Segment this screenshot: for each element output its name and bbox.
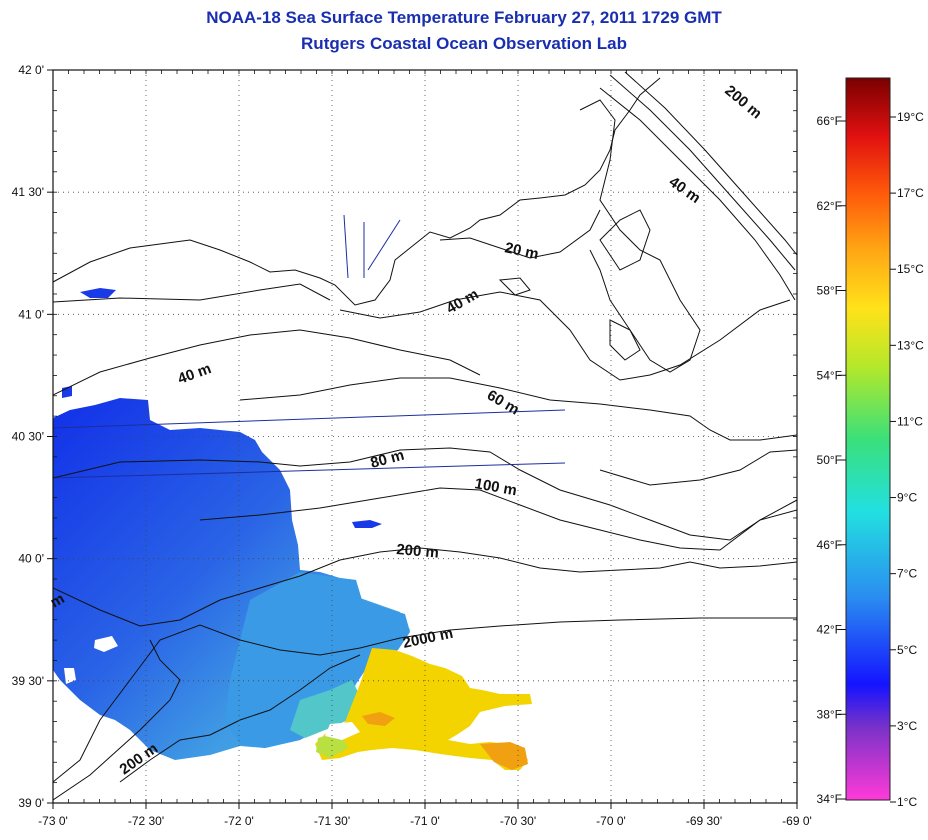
- colorbar-f-label: 46°F: [817, 538, 842, 552]
- map-title: NOAA-18 Sea Surface Temperature February…: [206, 8, 722, 27]
- colorbar-f-label: 42°F: [817, 623, 842, 637]
- contour-label: 40 m: [444, 286, 482, 318]
- colorbar-f-label: 62°F: [817, 199, 842, 213]
- latitude-label: 41 0': [18, 307, 44, 321]
- colorbar-c-label: 1°C: [897, 795, 917, 809]
- longitude-label: -70 30': [500, 814, 536, 828]
- latitude-label: 40 0': [18, 552, 44, 566]
- bathymetry-contours: [53, 71, 797, 801]
- longitude-label: -71 30': [314, 814, 350, 828]
- axis-labels: 42 0' 41 30' 41 0' 40 30' 40 0' 39 30' 39 0' -7…: [12, 63, 812, 828]
- sst-orange-patch: [480, 742, 528, 770]
- colorbar-c-label: 9°C: [897, 491, 917, 505]
- sst-mid-region: [225, 572, 410, 748]
- contour-label: 100 m: [473, 475, 518, 499]
- longitude-label: -73 0': [38, 814, 68, 828]
- colorbar-c-label: 5°C: [897, 643, 917, 657]
- contour-label: 200 m: [721, 82, 765, 122]
- sst-small-patch: [80, 288, 116, 298]
- colorbar-c-label: 11°C: [897, 414, 923, 428]
- colorbar-f-label: 66°F: [817, 114, 842, 128]
- longitude-label: -71 0': [410, 814, 440, 828]
- colorbar-c-label: 7°C: [897, 567, 917, 581]
- colorbar-gradient: [845, 77, 891, 801]
- graticule: [47, 69, 798, 809]
- latitude-label: 42 0': [18, 63, 44, 77]
- colorbar-fahrenheit-labels: 66°F 62°F 58°F 54°F 50°F 46°F 42°F 38°F 34°F: [817, 114, 846, 806]
- colorbar: 66°F 62°F 58°F 54°F 50°F 46°F 42°F 38°F 34°F 19°…: [817, 77, 924, 809]
- longitude-label: -69 0': [782, 814, 812, 828]
- colorbar-f-label: 58°F: [817, 284, 842, 298]
- colorbar-f-label: 34°F: [817, 792, 842, 806]
- colorbar-celsius-labels: 19°C 17°C 15°C 13°C 11°C 9°C 7°C 5°C 3°C 1°C: [890, 110, 924, 809]
- sst-orange-patch-2: [362, 712, 395, 726]
- colorbar-f-label: 38°F: [817, 707, 842, 721]
- colorbar-f-label: 54°F: [817, 368, 842, 382]
- map-subtitle: Rutgers Coastal Ocean Observation Lab: [301, 34, 627, 53]
- colorbar-c-label: 17°C: [897, 186, 924, 200]
- latitude-label: 40 30': [12, 430, 44, 444]
- colorbar-c-label: 19°C: [897, 110, 924, 124]
- longitude-label: -69 30': [686, 814, 722, 828]
- sst-data-layer: [53, 288, 532, 770]
- colorbar-c-label: 3°C: [897, 719, 917, 733]
- longitude-label: -72 0': [224, 814, 254, 828]
- latitude-label: 41 30': [12, 185, 44, 199]
- colorbar-f-label: 50°F: [817, 453, 842, 467]
- sst-warm-region: [315, 648, 532, 770]
- latitude-label: 39 0': [18, 796, 44, 810]
- contour-label: 20 m: [503, 239, 540, 263]
- sst-teal-region: [290, 680, 362, 738]
- colorbar-c-label: 15°C: [897, 262, 924, 276]
- contour-label: 40 m: [176, 360, 214, 388]
- colorbar-c-label: 13°C: [897, 338, 924, 352]
- latitude-label: 39 30': [12, 674, 44, 688]
- sst-small-patch-2: [352, 520, 382, 528]
- longitude-label: -70 0': [596, 814, 626, 828]
- contour-label: 200 m: [396, 541, 440, 562]
- longitude-label: -72 30': [128, 814, 164, 828]
